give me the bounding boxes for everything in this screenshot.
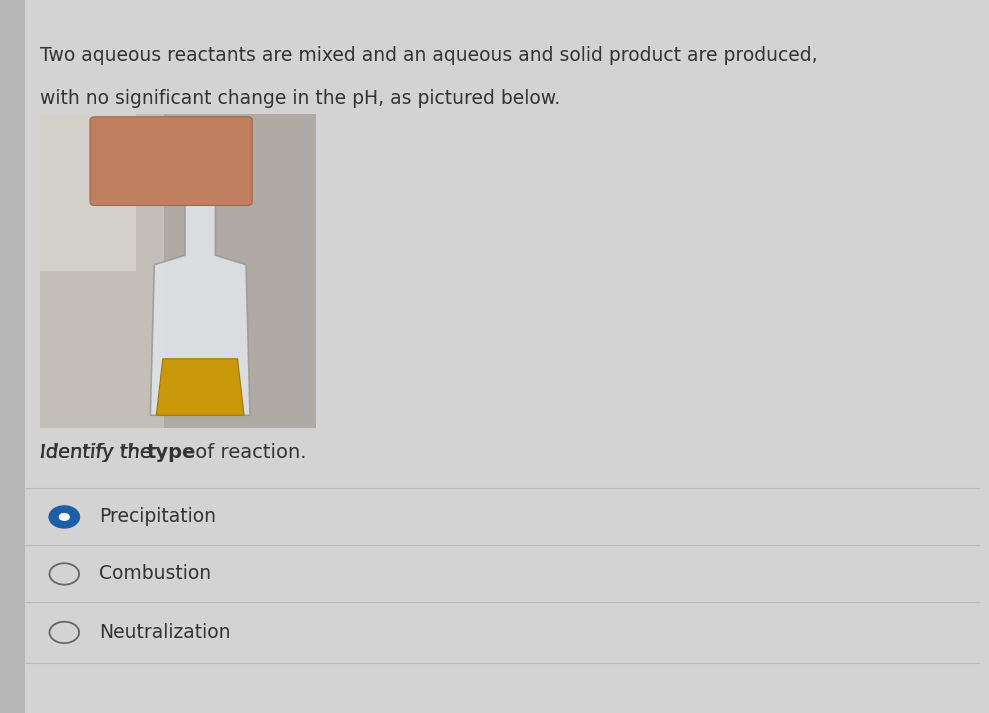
Text: Neutralization: Neutralization [99,623,230,642]
Text: Identify the type of reaction.: Identify the type of reaction. [40,443,318,462]
Polygon shape [156,359,244,415]
FancyBboxPatch shape [90,117,252,205]
Text: type: type [146,443,196,462]
Text: Precipitation: Precipitation [99,508,216,526]
Text: Identify the: Identify the [40,443,157,462]
Text: Identify the: Identify the [40,443,158,462]
Text: of reaction.: of reaction. [189,443,307,462]
Polygon shape [150,202,250,415]
Text: Two aqueous reactants are mixed and an aqueous and solid product are produced,: Two aqueous reactants are mixed and an a… [40,46,817,66]
Text: with no significant change in the pH, as pictured below.: with no significant change in the pH, as… [40,89,560,108]
Bar [40,114,164,428]
Text: Combustion: Combustion [99,565,211,583]
Bar [0,0,25,713]
Circle shape [58,513,70,521]
Circle shape [49,506,79,528]
Bar [40,114,316,428]
Bar [40,114,136,271]
